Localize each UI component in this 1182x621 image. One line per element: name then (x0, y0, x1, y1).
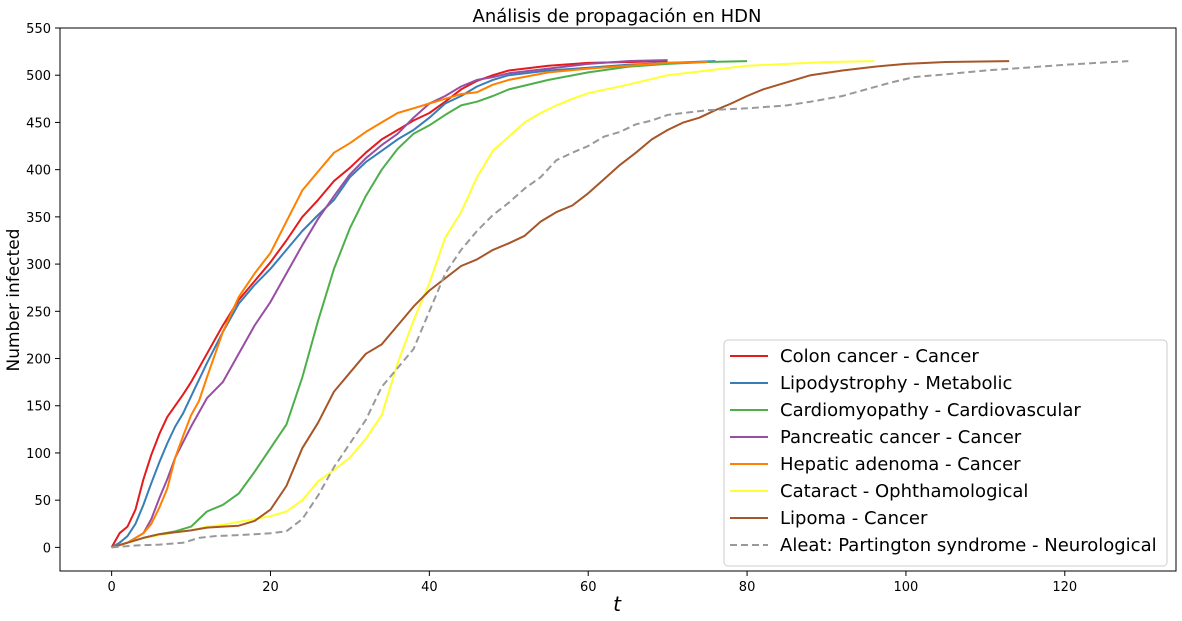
plot-area (110, 59, 1129, 549)
y-tick-label: 0 (43, 541, 51, 556)
y-tick-label: 150 (26, 400, 51, 415)
series-line-8 (111, 60, 1129, 549)
x-tick-label: 100 (894, 580, 919, 595)
legend-label: Hepatic adenoma - Cancer (780, 454, 1021, 475)
legend-label: Cardiomyopathy - Cardiovascular (780, 400, 1081, 421)
x-tick-label: 0 (107, 580, 115, 595)
series-line-3 (111, 60, 748, 549)
legend-box (723, 339, 1168, 567)
y-tick-label: 200 (26, 353, 51, 368)
series-line-2 (111, 60, 716, 549)
y-tick-label: 100 (26, 447, 51, 462)
y-tick-label: 350 (26, 211, 51, 226)
series-line-5 (111, 61, 708, 549)
x-tick-label: 120 (1052, 580, 1077, 595)
x-tick-label: 80 (739, 580, 756, 595)
axis-ticks: 0 20 40 60 80 100 120 0 50 100 150 200 250 300 350 400 4… (26, 22, 1077, 595)
plot-frame (59, 27, 1177, 572)
legend-label: Colon cancer - Cancer (780, 346, 979, 367)
legend-label: Aleat: Partington syndrome - Neurologica… (780, 535, 1157, 556)
y-tick-label: 450 (26, 116, 51, 131)
series-line-6 (111, 60, 875, 549)
y-tick-label: 400 (26, 164, 51, 179)
x-tick-label: 40 (421, 580, 438, 595)
series-line-7 (111, 60, 1010, 549)
legend: Colon cancer - Cancer Lipodystrophy - Met… (723, 339, 1168, 567)
y-tick-label: 300 (26, 258, 51, 273)
series-line-1 (110, 60, 668, 548)
x-tick-label: 20 (262, 580, 279, 595)
legend-label: Cataract - Ophthamological (780, 481, 1028, 502)
legend-label: Lipoma - Cancer (780, 508, 928, 529)
y-tick-label: 500 (26, 69, 51, 84)
legend-label: Lipodystrophy - Metabolic (780, 373, 1012, 394)
y-tick-label: 50 (34, 494, 51, 509)
y-tick-label: 250 (26, 305, 51, 320)
x-axis-label: t (613, 592, 622, 616)
y-axis-label: Number infected (4, 229, 24, 372)
legend-label: Pancreatic cancer - Cancer (780, 427, 1022, 448)
y-tick-label: 550 (26, 22, 51, 37)
chart-title: Análisis de propagación en HDN (473, 6, 762, 27)
series-line-4 (111, 59, 668, 549)
x-tick-label: 60 (580, 580, 597, 595)
